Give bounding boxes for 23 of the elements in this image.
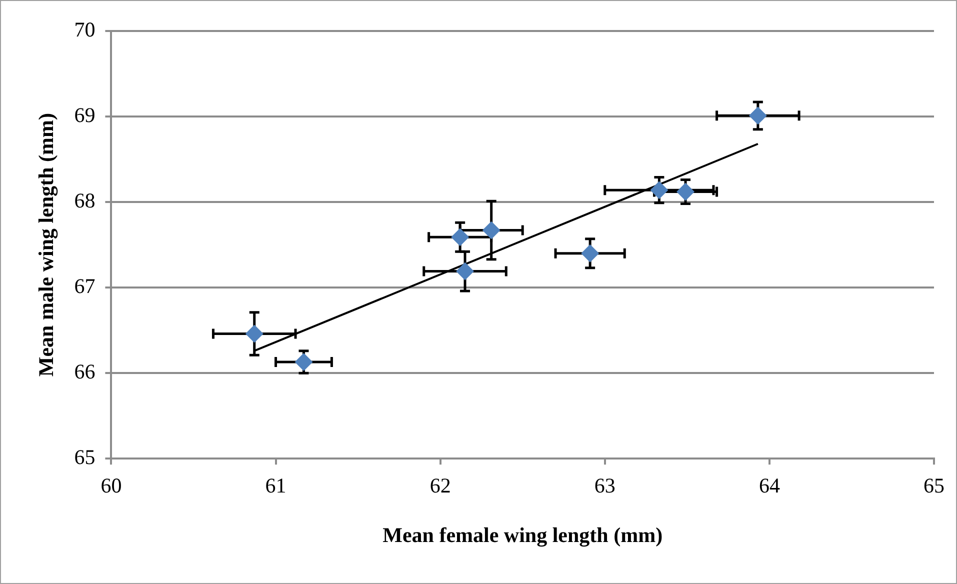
x-tick-label: 61 (265, 474, 286, 498)
x-tick-label: 60 (100, 474, 122, 498)
x-axis-title: Mean female wing length (mm) (382, 522, 663, 547)
x-tick-label: 63 (594, 474, 616, 498)
point (451, 228, 470, 246)
point (676, 182, 695, 201)
point (245, 324, 264, 343)
y-tick-label: 66 (74, 360, 96, 384)
y-tick-label: 69 (74, 103, 96, 128)
y-tick-label: 67 (74, 274, 96, 298)
x-tick-label: 64 (758, 474, 780, 498)
y-tick-label: 70 (74, 18, 96, 42)
point (456, 262, 474, 280)
x-tick-label: 65 (924, 474, 944, 498)
point (650, 181, 668, 200)
point (482, 221, 500, 240)
y-axis-title: Mean male wing length (mm) (34, 112, 58, 377)
x-tick-label: 62 (430, 474, 451, 498)
point (748, 106, 767, 125)
y-tick-label: 65 (74, 445, 96, 470)
point (294, 352, 313, 371)
point (581, 244, 600, 262)
y-tick-label: 68 (74, 188, 96, 213)
